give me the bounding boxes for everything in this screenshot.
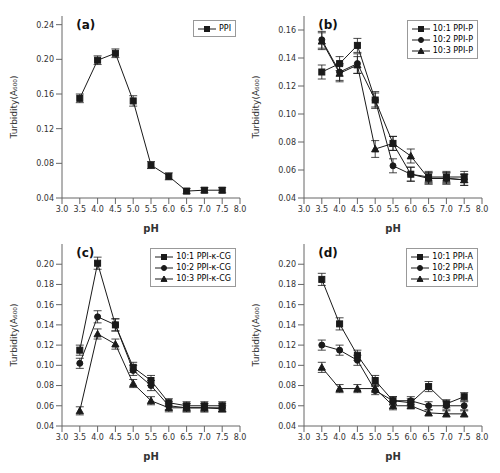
- svg-text:5.0: 5.0: [127, 433, 140, 442]
- svg-text:0.08: 0.08: [36, 381, 54, 390]
- svg-text:6.0: 6.0: [404, 205, 417, 214]
- svg-text:0.04: 0.04: [278, 194, 296, 203]
- svg-text:Turbidity(A₆₀₀): Turbidity(A₆₀₀): [9, 76, 19, 140]
- svg-text:7.5: 7.5: [458, 205, 471, 214]
- svg-text:3.0: 3.0: [298, 433, 311, 442]
- svg-text:0.04: 0.04: [36, 422, 54, 431]
- html-text:(c): (c): [76, 246, 95, 260]
- html-text:10:2 PPI-A: 10:2 PPI-A: [432, 263, 473, 272]
- svg-text:3.0: 3.0: [56, 433, 69, 442]
- svg-text:0.14: 0.14: [36, 321, 54, 330]
- svg-text:0.14: 0.14: [278, 321, 296, 330]
- svg-text:5.5: 5.5: [387, 433, 400, 442]
- svg-text:3.5: 3.5: [73, 433, 86, 442]
- svg-text:5.0: 5.0: [369, 433, 382, 442]
- svg-text:pH: pH: [143, 451, 159, 462]
- svg-text:7.5: 7.5: [216, 433, 229, 442]
- svg-text:Turbidity(A₆₀₀): Turbidity(A₆₀₀): [9, 304, 19, 368]
- svg-text:7.0: 7.0: [198, 205, 211, 214]
- svg-text:5.0: 5.0: [127, 205, 140, 214]
- svg-text:5.5: 5.5: [145, 433, 158, 442]
- html-text:10:1 PPI-κ-CG: 10:1 PPI-κ-CG: [176, 252, 231, 261]
- html-text:10:1 PPI-A: 10:1 PPI-A: [432, 252, 473, 261]
- svg-text:3.5: 3.5: [315, 205, 328, 214]
- svg-text:4.0: 4.0: [333, 433, 346, 442]
- html-text:10:1 PPI-P: 10:1 PPI-P: [432, 24, 473, 33]
- svg-text:3.0: 3.0: [298, 205, 311, 214]
- svg-text:7.0: 7.0: [198, 433, 211, 442]
- svg-text:0.16: 0.16: [278, 301, 296, 310]
- svg-text:0.04: 0.04: [36, 194, 54, 203]
- svg-text:0.14: 0.14: [278, 54, 296, 63]
- svg-text:0.24: 0.24: [36, 21, 54, 30]
- html-text:10:2 PPI-κ-CG: 10:2 PPI-κ-CG: [176, 263, 231, 272]
- html-text:10:2 PPI-P: 10:2 PPI-P: [432, 35, 473, 44]
- svg-text:5.5: 5.5: [145, 205, 158, 214]
- svg-text:5.5: 5.5: [387, 205, 400, 214]
- svg-text:4.5: 4.5: [109, 205, 122, 214]
- svg-text:7.5: 7.5: [216, 205, 229, 214]
- svg-text:4.5: 4.5: [109, 433, 122, 442]
- svg-text:0.12: 0.12: [278, 341, 296, 350]
- svg-text:0.06: 0.06: [278, 402, 296, 411]
- svg-text:pH: pH: [385, 223, 401, 234]
- svg-text:pH: pH: [385, 451, 401, 462]
- svg-text:0.08: 0.08: [278, 138, 296, 147]
- html-text:PPI: PPI: [219, 24, 231, 33]
- svg-text:0.16: 0.16: [36, 90, 54, 99]
- html-text:10:3 PPI-κ-CG: 10:3 PPI-κ-CG: [176, 274, 231, 283]
- html-text:(d): (d): [318, 246, 338, 260]
- svg-text:3.5: 3.5: [315, 433, 328, 442]
- svg-text:0.20: 0.20: [36, 260, 54, 269]
- svg-text:6.0: 6.0: [162, 205, 175, 214]
- svg-text:6.5: 6.5: [180, 433, 193, 442]
- svg-text:8.0: 8.0: [234, 205, 247, 214]
- svg-text:4.0: 4.0: [91, 205, 104, 214]
- svg-text:0.10: 0.10: [278, 361, 296, 370]
- svg-text:6.5: 6.5: [422, 433, 435, 442]
- svg-text:5.0: 5.0: [369, 205, 382, 214]
- svg-text:7.5: 7.5: [458, 433, 471, 442]
- svg-text:pH: pH: [143, 223, 159, 234]
- svg-text:4.5: 4.5: [351, 433, 364, 442]
- html-text:10:3 PPI-A: 10:3 PPI-A: [432, 274, 473, 283]
- svg-text:Turbidity(A₆₀₀): Turbidity(A₆₀₀): [251, 76, 261, 140]
- svg-text:3.0: 3.0: [56, 205, 69, 214]
- html-text:10:3 PPI-P: 10:3 PPI-P: [432, 46, 473, 55]
- svg-text:4.0: 4.0: [91, 433, 104, 442]
- svg-text:8.0: 8.0: [476, 205, 489, 214]
- svg-text:0.12: 0.12: [278, 82, 296, 91]
- html-text:(b): (b): [318, 18, 338, 32]
- svg-text:0.20: 0.20: [278, 260, 296, 269]
- svg-text:0.12: 0.12: [36, 341, 54, 350]
- svg-text:0.04: 0.04: [278, 422, 296, 431]
- svg-text:0.10: 0.10: [36, 361, 54, 370]
- svg-text:6.0: 6.0: [162, 433, 175, 442]
- svg-text:0.06: 0.06: [36, 402, 54, 411]
- svg-text:7.0: 7.0: [440, 433, 453, 442]
- svg-text:6.5: 6.5: [422, 205, 435, 214]
- svg-text:6.0: 6.0: [404, 433, 417, 442]
- html-text:(a): (a): [76, 18, 96, 32]
- svg-text:0.16: 0.16: [278, 26, 296, 35]
- svg-text:4.0: 4.0: [333, 205, 346, 214]
- svg-text:0.08: 0.08: [278, 381, 296, 390]
- svg-text:0.20: 0.20: [36, 55, 54, 64]
- svg-text:0.12: 0.12: [36, 125, 54, 134]
- svg-text:0.10: 0.10: [278, 110, 296, 119]
- svg-text:7.0: 7.0: [440, 205, 453, 214]
- svg-text:8.0: 8.0: [234, 433, 247, 442]
- svg-text:4.5: 4.5: [351, 205, 364, 214]
- svg-text:0.18: 0.18: [278, 280, 296, 289]
- svg-text:0.16: 0.16: [36, 301, 54, 310]
- svg-text:6.5: 6.5: [180, 205, 193, 214]
- svg-text:0.06: 0.06: [278, 166, 296, 175]
- svg-text:0.08: 0.08: [36, 159, 54, 168]
- svg-text:0.18: 0.18: [36, 280, 54, 289]
- svg-text:3.5: 3.5: [73, 205, 86, 214]
- svg-text:8.0: 8.0: [476, 433, 489, 442]
- svg-text:Turbidity(A₆₀₀): Turbidity(A₆₀₀): [251, 304, 261, 368]
